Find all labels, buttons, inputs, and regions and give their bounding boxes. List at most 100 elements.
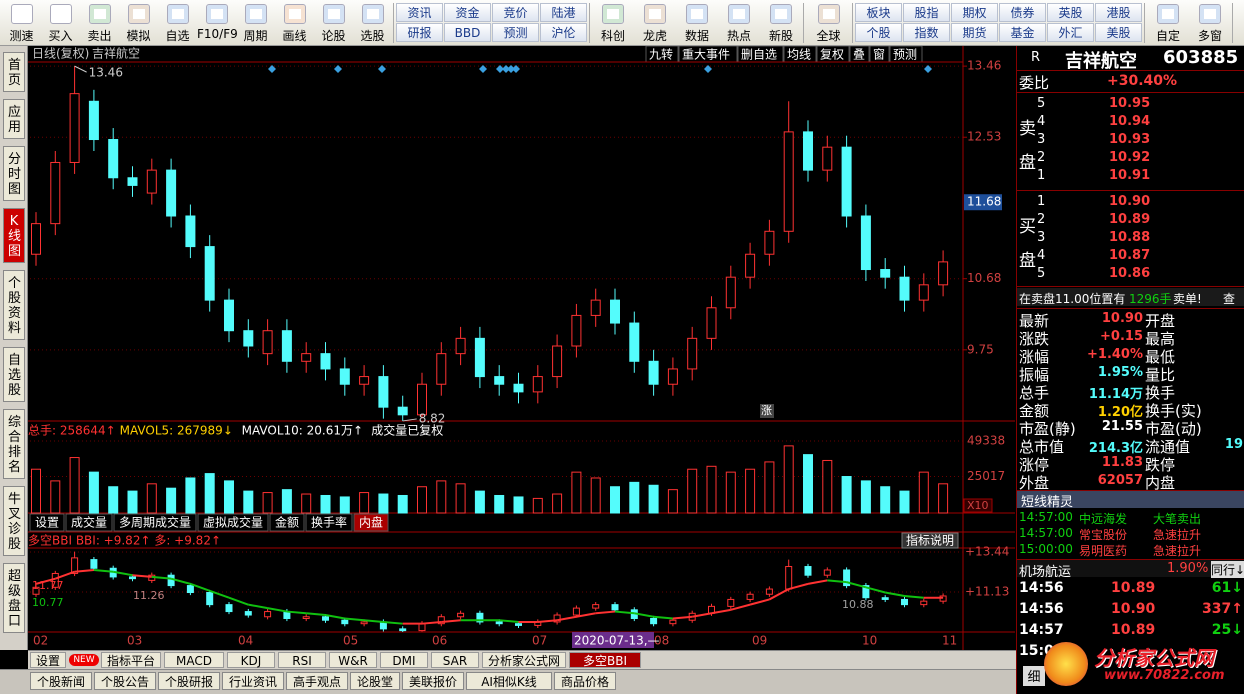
toolbar-button[interactable]: BBD xyxy=(444,23,491,42)
toolbar-button[interactable]: 外汇 xyxy=(1047,23,1094,42)
info-tab[interactable]: 商品价格 xyxy=(554,672,616,690)
toolbar-button[interactable]: 自选 xyxy=(158,2,197,44)
toolbar-button[interactable]: 测速 xyxy=(2,2,41,44)
candle-body xyxy=(204,246,215,301)
toolbar-button[interactable]: 卖出 xyxy=(80,2,119,44)
toolbar-button[interactable]: 沪伦 xyxy=(540,23,587,42)
notice-text[interactable]: 查 xyxy=(1223,292,1236,306)
candle-body xyxy=(648,360,659,385)
toolbar-button[interactable]: 股指 xyxy=(903,3,950,22)
toolbar-button[interactable]: 论股 xyxy=(314,2,353,44)
toolbar-button[interactable]: 预测 xyxy=(492,23,539,42)
left-tab[interactable]: 超级盘口 xyxy=(3,563,25,633)
toolbar-button[interactable]: 陆港 xyxy=(540,3,587,22)
stat-label: 内盘 xyxy=(1145,474,1176,492)
left-tab[interactable]: 个股资料 xyxy=(3,270,25,340)
left-tab[interactable]: 牛叉诊股 xyxy=(3,486,25,556)
toolbar-button[interactable]: 自定 xyxy=(1147,2,1189,44)
toolbar-button[interactable]: 英股 xyxy=(1047,3,1094,22)
button-label: 买入 xyxy=(48,29,73,43)
toolbar-button[interactable]: 热点 xyxy=(718,2,760,44)
toolbar-button[interactable]: 研报 xyxy=(396,23,443,42)
toolbar-button[interactable]: 个股 xyxy=(855,23,902,42)
mini-candle-body xyxy=(225,604,233,613)
toolbar-button[interactable]: 资讯 xyxy=(396,3,443,22)
toolbar-button[interactable]: F10/F9 xyxy=(197,2,238,44)
volume-bar xyxy=(899,490,910,514)
toolbar-button[interactable]: 港股 xyxy=(1095,3,1142,22)
footer-tab[interactable]: 细 xyxy=(1023,666,1045,686)
bbi-line xyxy=(730,603,751,611)
bbi-line xyxy=(807,579,828,585)
indicator-tab[interactable]: 分析家公式网 xyxy=(482,652,566,668)
toolbar-button[interactable]: 模拟 xyxy=(119,2,158,44)
price: 10.93 xyxy=(1109,132,1151,147)
info-tab[interactable]: 个股新闻 xyxy=(30,672,92,690)
button-label: 论股 xyxy=(321,29,346,43)
toolbar-button[interactable]: 多窗 xyxy=(1189,2,1231,44)
left-tab[interactable]: K线图 xyxy=(3,208,25,263)
bbi-line xyxy=(634,612,654,618)
toolbar-button[interactable]: 数据 xyxy=(676,2,718,44)
toolbar-button[interactable]: 期货 xyxy=(951,23,998,42)
toolbar-button[interactable]: 基金 xyxy=(999,23,1046,42)
indicator-tab[interactable]: SAR xyxy=(431,652,479,668)
left-tab[interactable]: 分时图 xyxy=(3,146,25,201)
indicator-tab[interactable]: 指标平台 xyxy=(101,652,161,668)
x-tick-label: 08 xyxy=(654,634,669,648)
toolbar-button[interactable]: 期权 xyxy=(951,3,998,22)
toolbar-button[interactable]: 指数 xyxy=(903,23,950,42)
candle-body xyxy=(166,169,177,217)
toolbar-button[interactable]: 科创 xyxy=(592,2,634,44)
toolbar-button[interactable]: 美股 xyxy=(1095,23,1142,42)
left-tab[interactable]: 应用 xyxy=(3,99,25,139)
info-tab[interactable]: 行业资讯 xyxy=(222,672,284,690)
bbi-line xyxy=(364,619,384,623)
volume-bar xyxy=(31,468,41,514)
info-tab[interactable]: 个股研报 xyxy=(158,672,220,690)
info-tab[interactable]: AI相似K线 xyxy=(466,672,552,690)
candle-body xyxy=(359,376,370,385)
toolbar-button[interactable]: 全球 xyxy=(806,2,851,44)
bbi-line xyxy=(711,608,731,615)
indicator-tab[interactable]: 多空BBI xyxy=(569,652,641,668)
candle-body xyxy=(417,383,427,416)
toolbar-button[interactable]: 买入 xyxy=(41,2,80,44)
stat-value: 11.14万 xyxy=(1088,387,1143,402)
button-icon xyxy=(127,4,150,24)
toolbar-button[interactable]: 板块 xyxy=(855,3,902,22)
toolbar-button[interactable]: 资金 xyxy=(444,3,491,22)
panel-divider xyxy=(1017,92,1244,93)
toolbar-button[interactable]: 竞价 xyxy=(492,3,539,22)
panel-divider xyxy=(1017,70,1244,71)
left-tab[interactable]: 首页 xyxy=(3,52,25,92)
indicator-tab[interactable]: MACD xyxy=(164,652,224,668)
indicator-tab[interactable]: DMI xyxy=(380,652,428,668)
sprite-stock[interactable]: 常宝股份 xyxy=(1079,528,1128,542)
toolbar-button[interactable]: 债券 xyxy=(999,3,1046,22)
indicator-tab[interactable]: RSI xyxy=(278,652,326,668)
indicator-tab[interactable]: 设置 xyxy=(30,652,66,668)
stat-value: 1.95% xyxy=(1097,365,1143,380)
sector-peers[interactable]: 同行↓ xyxy=(1211,561,1244,578)
toolbar-button[interactable]: 画线 xyxy=(275,2,314,44)
button-icon xyxy=(1157,4,1179,24)
toolbar-button[interactable]: 龙虎 xyxy=(634,2,676,44)
left-tab[interactable]: 自选股 xyxy=(3,347,25,402)
button-icon xyxy=(49,4,72,24)
candle-body xyxy=(822,146,833,171)
toolbar-button[interactable]: 新股 xyxy=(760,2,802,44)
toolbar-button[interactable]: 选股 xyxy=(353,2,392,44)
info-tab[interactable]: 美联报价 xyxy=(402,672,464,690)
left-tab[interactable]: 综合排名 xyxy=(3,409,25,479)
sprite-stock[interactable]: 中远海发 xyxy=(1079,512,1128,526)
side-label: 盘 xyxy=(1019,153,1036,173)
info-tab[interactable]: 个股公告 xyxy=(94,672,156,690)
info-tab[interactable]: 高手观点 xyxy=(286,672,348,690)
indicator-tab[interactable]: W&R xyxy=(329,652,377,668)
info-tab[interactable]: 论股堂 xyxy=(350,672,400,690)
current-price-box xyxy=(964,194,1002,211)
sprite-stock[interactable]: 易明医药 xyxy=(1079,544,1128,558)
toolbar-button[interactable]: 周期 xyxy=(236,2,275,44)
indicator-tab[interactable]: KDJ xyxy=(227,652,275,668)
